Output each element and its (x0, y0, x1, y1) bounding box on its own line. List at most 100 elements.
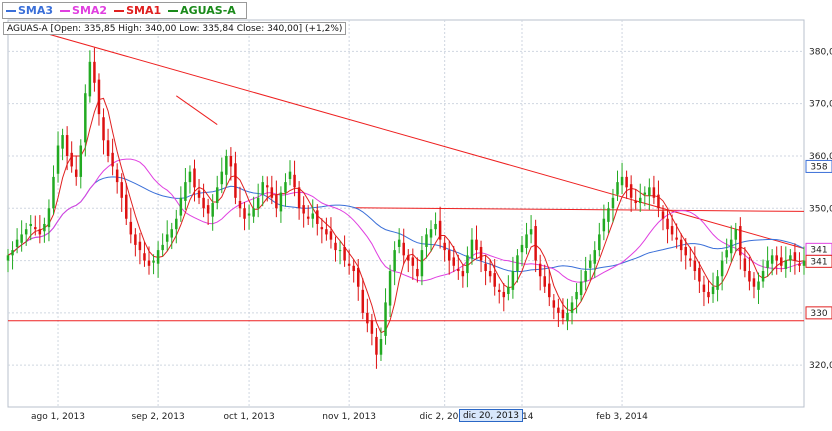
candle-up (766, 260, 769, 268)
candle-down (111, 152, 114, 167)
candle-up (648, 187, 651, 196)
candle-down (538, 263, 542, 277)
candle-down (698, 267, 701, 282)
candle-up (393, 250, 396, 272)
candle-up (47, 208, 51, 228)
candle-up (507, 286, 510, 295)
legend-item-sma3[interactable]: SMA3 (6, 4, 53, 17)
candle-up (725, 250, 728, 258)
candle-down (666, 218, 669, 230)
candle-down (193, 168, 196, 188)
candle-up (575, 291, 578, 300)
candle-down (70, 152, 73, 167)
candle-up (311, 213, 315, 219)
legend-item-aguas-a[interactable]: AGUAS-A (168, 4, 236, 17)
candle-down (679, 239, 683, 251)
candle-down (306, 216, 310, 219)
candle-up (52, 176, 55, 209)
candle-down (484, 263, 487, 272)
candle-up (184, 182, 187, 201)
x-tick-label: ago 1, 2013 (31, 412, 85, 422)
candle-down (356, 267, 360, 287)
candle-down (334, 242, 337, 251)
candle-down (129, 221, 133, 235)
price-badge (805, 254, 832, 268)
y-tick-label: 320,0 (809, 361, 832, 371)
candle-down (438, 220, 442, 240)
x-tick-label: oct 1, 2013 (223, 412, 274, 422)
candle-down (243, 208, 246, 219)
candle-down (634, 200, 637, 204)
y-tick-label: 370,0 (809, 100, 832, 110)
candle-up (588, 260, 592, 268)
candle-down (488, 271, 492, 277)
candle-up (88, 61, 92, 97)
candle-up (602, 218, 606, 232)
x-tick-label: feb 3, 2014 (596, 412, 648, 422)
candle-up (252, 208, 255, 217)
candle-up (716, 276, 719, 290)
candle-up (215, 187, 219, 204)
price-badge-label: 341 (810, 245, 827, 255)
candle-up (607, 208, 610, 222)
candle-down (543, 276, 546, 287)
legend-item-sma2[interactable]: SMA2 (60, 4, 107, 17)
candle-down (625, 176, 628, 188)
price-badge (805, 306, 832, 320)
candle-down (702, 284, 706, 292)
candle-up (734, 229, 738, 240)
candle-up (616, 182, 619, 195)
legend-label-sma1: SMA1 (126, 4, 162, 17)
candle-up (188, 171, 192, 183)
candle-up (584, 271, 587, 282)
candle-down (693, 260, 697, 272)
candle-down (452, 257, 456, 266)
candle-down (143, 253, 146, 261)
trendline-flat-resistance (353, 207, 805, 212)
x-tick-label: sep 2, 2013 (132, 412, 185, 422)
candle-down (343, 246, 346, 261)
sma-line-sma2 (7, 158, 805, 283)
legend-swatch-sma1 (114, 9, 125, 12)
candle-down (548, 283, 551, 298)
candle-down (534, 226, 537, 261)
candle-up (429, 229, 433, 238)
legend-swatch-aguas-a (168, 9, 179, 12)
candle-down (120, 182, 123, 198)
candle-down (352, 265, 355, 272)
candle-up (247, 213, 251, 216)
legend-item-sma1[interactable]: SMA1 (114, 4, 161, 17)
legend-swatch-sma2 (60, 9, 71, 12)
candle-down (115, 169, 119, 183)
sma-layer (7, 97, 805, 334)
candle-down (661, 211, 665, 219)
candle-down (197, 190, 201, 198)
candle-down (297, 187, 301, 209)
candle-down (675, 237, 678, 240)
candle-down (302, 205, 305, 214)
candle-down (206, 205, 210, 214)
candle-down (798, 263, 801, 266)
candle-up (20, 234, 23, 243)
candle-down (329, 231, 333, 240)
candle-up (529, 229, 533, 235)
candle-down (407, 255, 410, 261)
candle-down (74, 169, 78, 177)
candle-up (6, 255, 10, 261)
candle-up (639, 197, 642, 204)
candle-up (288, 171, 292, 179)
candle-up (511, 271, 515, 290)
candle-up (420, 250, 424, 277)
candle-down (293, 174, 296, 188)
trendline-short-down-line (176, 95, 218, 126)
candle-down (361, 289, 365, 313)
candle-down (316, 210, 319, 224)
candle-up (156, 250, 160, 264)
candle-up (84, 93, 87, 143)
candle-up (789, 255, 792, 261)
candle-down (629, 184, 633, 198)
candle-up (802, 260, 806, 266)
candle-down (320, 227, 324, 230)
